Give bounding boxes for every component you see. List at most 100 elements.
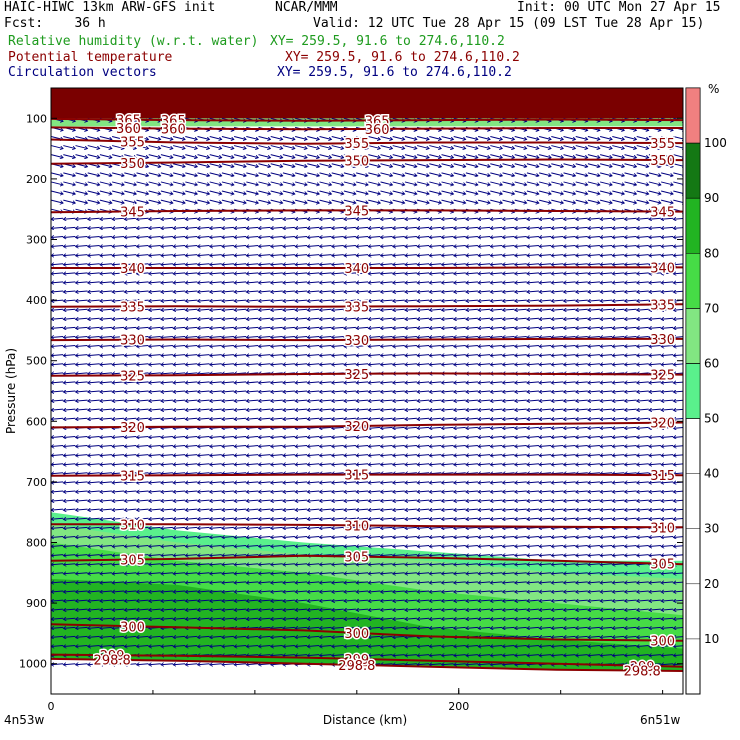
circulation-vector	[393, 218, 405, 219]
circulation-vector	[429, 236, 442, 237]
circulation-vector	[161, 391, 173, 392]
circulation-vector	[600, 273, 613, 274]
circulation-vector	[490, 135, 502, 139]
circulation-vector	[551, 546, 564, 547]
circulation-vector	[490, 282, 503, 283]
circulation-vector	[442, 364, 454, 365]
circulation-vector	[417, 418, 430, 419]
circulation-vector	[539, 491, 552, 492]
circulation-vector	[649, 500, 661, 501]
circulation-vector	[600, 446, 613, 447]
circulation-vector	[477, 181, 490, 185]
circulation-vector	[343, 145, 356, 149]
circulation-vector	[259, 346, 271, 347]
circulation-vector	[576, 282, 588, 283]
circulation-vector	[344, 309, 356, 310]
circulation-vector	[673, 282, 683, 283]
circulation-vector	[515, 418, 527, 419]
circulation-vector	[600, 482, 613, 483]
circulation-vector	[137, 573, 149, 574]
circulation-vector	[320, 509, 332, 510]
circulation-vector	[515, 491, 527, 492]
circulation-vector	[673, 473, 683, 474]
circulation-vector	[271, 564, 283, 565]
circulation-vector	[612, 318, 625, 319]
circulation-vector	[149, 509, 161, 510]
circulation-vector	[612, 400, 625, 401]
circulation-vector	[111, 190, 124, 194]
circulation-vector	[185, 373, 198, 374]
circulation-vector	[551, 246, 564, 247]
circulation-vector	[564, 327, 576, 328]
circulation-vector	[173, 518, 186, 519]
circulation-vector	[294, 154, 307, 158]
circulation-vector	[149, 500, 161, 501]
circulation-vector	[63, 282, 76, 283]
circulation-vector	[624, 145, 637, 149]
circulation-vector	[442, 400, 454, 401]
circulation-vector	[417, 536, 430, 537]
circulation-vector	[51, 282, 64, 283]
circulation-vector	[600, 318, 613, 319]
circulation-vector	[442, 382, 454, 383]
circulation-vector	[649, 409, 661, 410]
circulation-vector	[526, 172, 539, 176]
circulation-vector	[88, 246, 100, 247]
circulation-vector	[660, 181, 673, 185]
circulation-vector	[466, 400, 478, 401]
theta-contour-label: 310	[344, 519, 369, 534]
circulation-vector	[599, 181, 612, 185]
circulation-vector	[551, 491, 564, 492]
circulation-vector	[148, 154, 161, 158]
circulation-vector	[356, 309, 369, 310]
circulation-vector	[76, 482, 88, 483]
circulation-vector	[416, 145, 429, 149]
circulation-vector	[185, 527, 198, 528]
circulation-vector	[405, 509, 417, 510]
circulation-vector	[124, 336, 137, 337]
circulation-vector	[417, 264, 430, 265]
circulation-vector	[527, 564, 539, 565]
circulation-vector	[368, 564, 381, 565]
circulation-vector	[599, 145, 612, 149]
y-tick-label: 300	[26, 234, 47, 247]
circulation-vector	[210, 282, 222, 283]
circulation-vector	[173, 346, 186, 347]
circulation-vector	[661, 227, 674, 228]
circulation-vector	[356, 336, 369, 337]
circulation-vector	[198, 236, 210, 237]
circulation-vector	[417, 336, 430, 337]
circulation-vector	[356, 382, 369, 383]
circulation-vector	[551, 436, 564, 437]
circulation-vector	[381, 527, 393, 528]
circulation-vector	[417, 436, 430, 437]
circulation-vector	[661, 336, 674, 337]
circulation-vector	[99, 145, 112, 149]
circulation-vector	[490, 346, 503, 347]
circulation-vector	[161, 509, 173, 510]
circulation-vector	[111, 154, 124, 158]
circulation-vector	[575, 190, 588, 194]
circulation-vector	[137, 527, 149, 528]
circulation-vector	[270, 154, 283, 158]
circulation-vector	[100, 246, 112, 247]
circulation-vector	[392, 145, 405, 149]
circulation-vector	[161, 473, 173, 474]
circulation-vector	[112, 546, 125, 547]
circulation-vector	[88, 391, 100, 392]
circulation-vector	[660, 135, 673, 139]
circulation-vector	[368, 154, 380, 158]
circulation-vector	[161, 255, 173, 256]
circulation-vector	[576, 555, 588, 556]
circulation-vector	[344, 391, 356, 392]
circulation-vector	[173, 264, 186, 265]
circulation-vector	[649, 509, 661, 510]
circulation-vector	[320, 273, 332, 274]
circulation-vector	[454, 464, 466, 465]
circulation-vector	[246, 464, 259, 465]
circulation-vector	[246, 446, 259, 447]
circulation-vector	[515, 436, 527, 437]
circulation-vector	[161, 409, 173, 410]
circulation-vector	[185, 190, 197, 194]
colorbar-band	[685, 142, 701, 199]
